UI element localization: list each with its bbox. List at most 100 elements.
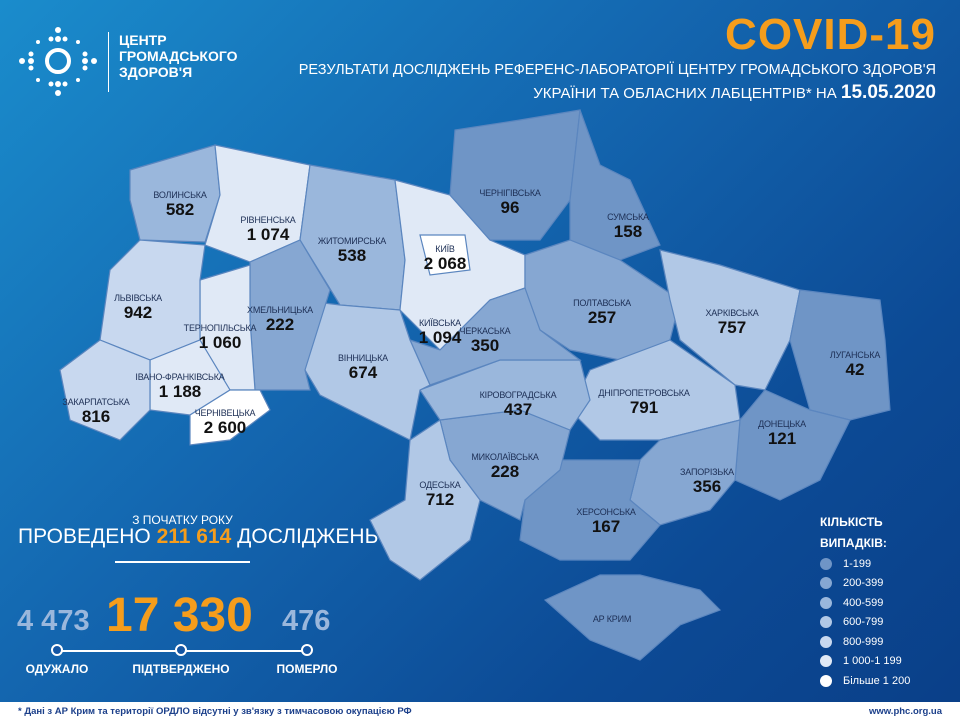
timeline-dot [301,644,313,656]
region-label: Чернівецька 2 600 [195,408,256,437]
region-label: Миколаївська 228 [471,452,539,481]
legend-item: 600-799 [820,613,910,633]
region-16 [369,419,481,581]
confirmed-count: 17 330 [106,589,253,642]
subtitle: РЕЗУЛЬТАТИ ДОСЛІДЖЕНЬ РЕФЕРЕНС-ЛАБОРАТОР… [298,62,936,78]
region-name: Миколаївська [471,452,539,462]
legend-label: 800-999 [843,635,884,648]
website-link[interactable]: www.phc.org.ua [868,706,942,717]
legend: КІЛЬКІСТЬ ВИПАДКІВ: 1-199 200-399 400-599 6… [820,512,910,691]
region-value: 222 [265,315,295,334]
footer: * Дані з АР Крим та території ОРДЛО відс… [0,702,960,721]
region-label: Черкаська 350 [460,326,511,355]
deaths-count: 476 [282,605,331,637]
region-name: Чернівецька [194,408,256,418]
legend-title: ВИПАДКІВ: [820,536,887,550]
region-name: Тернопільська [183,323,257,333]
region-value: 791 [629,398,659,417]
legend-swatch [820,596,832,609]
region-value: 712 [425,490,455,509]
region-label: Львівська 942 [114,293,162,322]
legend-label: 400-599 [843,596,884,609]
region-label: Кіровоградська 437 [480,390,557,419]
region-label: Луганська 42 [830,350,880,379]
region-value: 257 [587,308,617,327]
region-name: Херсонська [576,507,636,517]
report-date: 15.05.2020 [840,82,936,103]
region-value: 1 074 [246,225,290,244]
region-value: 42 [845,360,865,379]
region-value: 96 [500,198,520,217]
region-value: 158 [613,222,643,241]
region-value: 1 188 [158,382,202,401]
region-name: Кіровоградська [479,390,557,400]
legend-swatch [820,635,832,648]
region-name: Дніпропетровська [598,388,690,398]
region-name: Вінницька [338,353,388,363]
region-label: Хмельницька 222 [247,305,313,334]
logo-line: ГРОМАДСЬКОГО [119,48,238,64]
region-label: Закарпатська 816 [62,397,129,426]
region-name: Житомирська [317,236,387,246]
region-name: Черкаська [459,326,511,336]
tests-summary: ПРОВЕДЕНО 211 614 ДОСЛІДЖЕНЬ [18,525,378,549]
legend-item: 1 000-1 199 [820,652,910,672]
region-label: Чернігівська 96 [479,188,541,217]
timeline-dot [51,644,63,656]
region-25 [189,389,271,446]
region-label: Херсонська 167 [576,507,636,536]
region-label: Тернопільська 1 060 [184,323,257,352]
subtitle-text: УКРАЇНИ ТА ОБЛАСНИХ ЛАБЦЕНТРІВ* НА [533,85,837,102]
region-label: Івано-Франківська 1 188 [135,372,224,401]
region-value: 538 [337,246,367,265]
region-24 [59,339,151,441]
phc-logo-text: ЦЕНТР ГРОМАДСЬКОГО ЗДОРОВ'Я [108,32,238,92]
legend-item: 200-399 [820,574,910,594]
subtitle-date-line: УКРАЇНИ ТА ОБЛАСНИХ ЛАБЦЕНТРІВ* НА 15.05… [533,82,936,104]
region-value: 816 [81,407,111,426]
region-name: Івано-Франківська [135,372,225,382]
region-value: 1 094 [418,328,462,347]
logo-line: ЦЕНТР [119,32,167,48]
region-name: Закарпатська [62,397,130,407]
region-6 [569,109,661,261]
region-value: 121 [767,429,797,448]
region-name: Донецька [758,419,806,429]
since-label: З ПОЧАТКУ РОКУ [132,513,233,527]
region-value: 2 600 [203,418,247,437]
region-name: Луганська [829,350,881,360]
region-name: АР Крим [592,614,632,624]
region-value: 942 [123,303,153,322]
region-name: Хмельницька [247,305,313,315]
legend-label: 1 000-1 199 [843,655,902,668]
region-name: Чернігівська [479,188,541,198]
region-26 [419,234,471,276]
region-name: Київська [419,318,461,328]
legend-item: 800-999 [820,632,910,652]
region-label: Сумська 158 [607,212,649,241]
region-value: 228 [490,462,520,481]
legend-item: 1-199 [820,554,910,574]
tests-suffix: ДОСЛІДЖЕНЬ [237,525,379,548]
region-18 [408,287,582,386]
legend-swatch [820,674,832,687]
region-14 [543,574,722,661]
region-19 [299,299,431,441]
region-value: 350 [470,336,500,355]
region-label: Донецька 121 [758,419,806,448]
region-value: 437 [503,400,533,419]
legend-label: 1-199 [843,557,872,570]
region-name: Львівська [114,293,162,303]
footnote: * Дані з АР Крим та території ОРДЛО відс… [18,706,412,717]
legend-swatch [820,655,832,668]
region-label: Рівненська 1 074 [240,215,295,244]
region-value: 356 [692,477,722,496]
region-name: Волинська [153,190,207,200]
region-value: 1 060 [198,333,242,352]
legend-swatch [820,577,832,590]
deaths-label: ПОМЕРЛО [276,662,338,676]
legend-swatch [820,557,832,570]
region-name: Полтавська [573,298,631,308]
